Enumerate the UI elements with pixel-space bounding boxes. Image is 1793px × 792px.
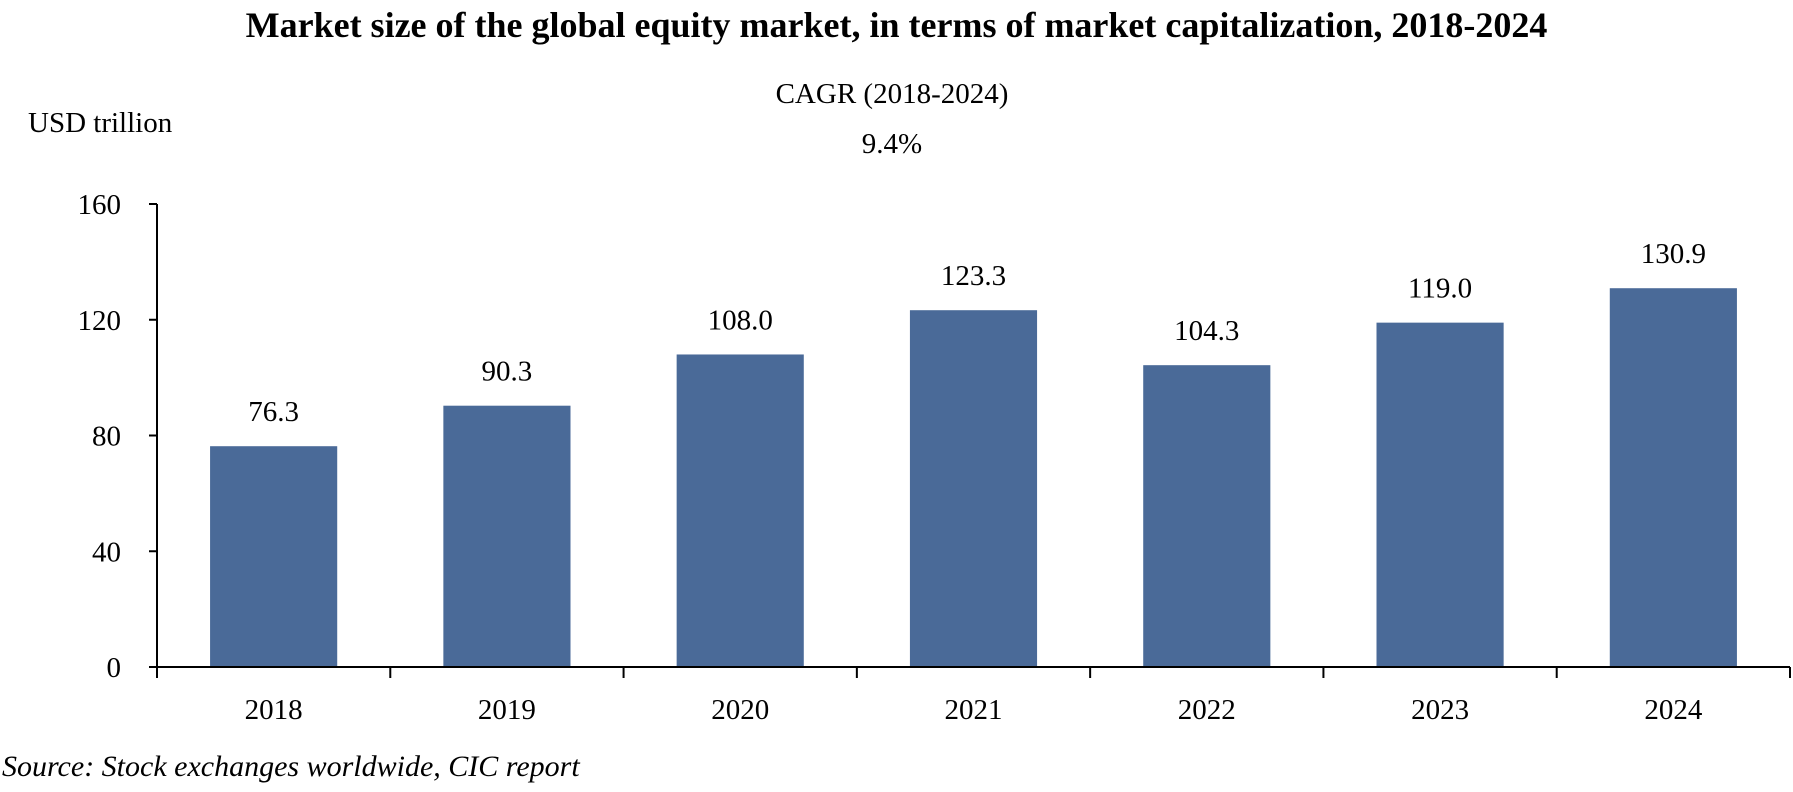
data-labels: 76.3 90.3 108.0 123.3 104.3 119.0 130.9 bbox=[248, 238, 1706, 428]
bar-2021 bbox=[909, 310, 1038, 667]
x-tick-label-2023: 2023 bbox=[1411, 694, 1469, 726]
y-tick-label: 80 bbox=[92, 421, 121, 453]
bar-2023 bbox=[1376, 322, 1504, 667]
x-tick-label-2020: 2020 bbox=[711, 694, 769, 726]
data-label-2021: 123.3 bbox=[941, 260, 1006, 292]
x-axis: 2018 2019 2020 2021 2022 2023 2024 bbox=[156, 666, 1791, 726]
chart-title: Market size of the global equity market,… bbox=[245, 5, 1548, 45]
data-label-2020: 108.0 bbox=[708, 304, 773, 336]
data-label-2022: 104.3 bbox=[1174, 315, 1239, 347]
x-tick-label-2024: 2024 bbox=[1644, 694, 1703, 726]
data-label-2023: 119.0 bbox=[1408, 273, 1472, 305]
data-label-2024: 130.9 bbox=[1641, 238, 1706, 270]
y-tick-label: 40 bbox=[92, 536, 121, 568]
y-tick-label: 120 bbox=[78, 305, 122, 337]
x-tick-label-2021: 2021 bbox=[945, 694, 1003, 726]
cagr-value: 9.4% bbox=[862, 128, 922, 160]
x-tick-label-2022: 2022 bbox=[1178, 694, 1236, 726]
y-axis-unit-label: USD trillion bbox=[28, 107, 173, 139]
y-axis: 0 40 80 120 160 bbox=[78, 189, 158, 684]
y-tick-label: 0 bbox=[107, 652, 122, 684]
cagr-label: CAGR (2018-2024) bbox=[776, 78, 1009, 110]
x-tick-label-2018: 2018 bbox=[245, 694, 303, 726]
data-label-2019: 90.3 bbox=[482, 356, 533, 388]
source-note: Source: Stock exchanges worldwide, CIC r… bbox=[2, 750, 580, 783]
bar-2019 bbox=[443, 405, 571, 667]
bar-2018 bbox=[210, 446, 338, 667]
data-label-2018: 76.3 bbox=[248, 396, 299, 428]
y-tick-label: 160 bbox=[78, 189, 122, 221]
bars bbox=[210, 288, 1737, 667]
bar-2022 bbox=[1143, 365, 1271, 667]
bar-2024 bbox=[1609, 288, 1737, 667]
bar-2020 bbox=[676, 354, 804, 667]
x-tick-label-2019: 2019 bbox=[478, 694, 536, 726]
